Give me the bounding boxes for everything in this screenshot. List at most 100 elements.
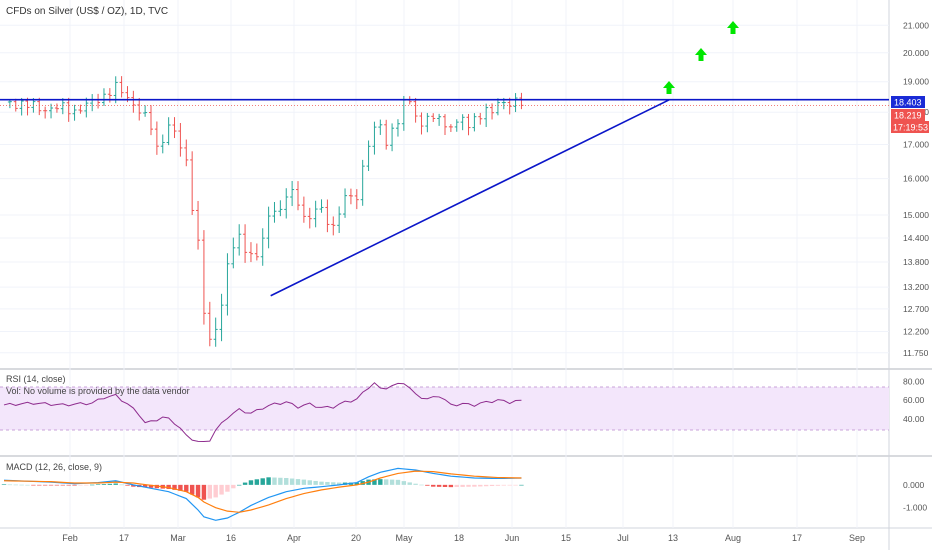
time-tick-label: Feb [62, 533, 78, 543]
macd-histogram-bar [37, 484, 42, 486]
candle [325, 199, 330, 233]
candle [160, 134, 165, 154]
candle [243, 224, 248, 263]
macd-histogram-bar [248, 480, 254, 485]
candle [25, 97, 30, 116]
macd-histogram-bar [95, 484, 101, 485]
macd-histogram-bar [231, 484, 236, 489]
candle [201, 230, 206, 325]
macd-histogram-bar [472, 484, 477, 487]
candle [384, 119, 389, 150]
time-tick-label: Jul [617, 533, 629, 543]
macd-histogram-bar [401, 481, 407, 485]
macd-histogram-bar [307, 480, 312, 485]
macd-histogram-bar [295, 479, 301, 485]
candle [354, 189, 359, 210]
macd-histogram-bar [442, 484, 448, 487]
candle [278, 200, 283, 217]
candle [101, 88, 106, 106]
time-tick-label: 15 [561, 533, 571, 543]
price-tick-label: 21.000 [903, 20, 929, 30]
candle [495, 98, 500, 116]
macd-histogram-bar [54, 484, 60, 486]
macd-pane-label: MACD (12, 26, close, 9) [6, 462, 103, 472]
macd-histogram-bar [207, 484, 212, 499]
macd-histogram-bar [66, 484, 71, 486]
macd-histogram-bar [507, 484, 512, 486]
price-tick-label: 12.700 [903, 304, 929, 314]
rsi-line [3, 382, 522, 443]
price-tick-label: 13.200 [903, 282, 929, 292]
macd-histogram-bar [501, 484, 506, 486]
candle [466, 113, 471, 136]
macd-histogram-bar [413, 483, 418, 485]
time-tick-label: 17 [119, 533, 129, 543]
candle [401, 95, 406, 131]
candle [119, 76, 124, 98]
candle [131, 90, 136, 113]
axes: 21.00020.00019.00018.00017.00016.00015.0… [62, 20, 929, 543]
candle [431, 113, 436, 123]
candle [143, 105, 148, 117]
resistance-price-label: 18.403 [894, 98, 922, 108]
price-tick-label: 16.000 [903, 174, 929, 184]
macd-histogram-bar [354, 482, 359, 485]
price-tick-label: 12.200 [903, 327, 929, 337]
macd-histogram-bar [266, 477, 271, 485]
candle [390, 123, 395, 152]
time-tick-label: 17 [792, 533, 802, 543]
macd-histogram-bar [478, 484, 483, 487]
macd-histogram-bar [331, 482, 336, 485]
time-tick-label: 16 [226, 533, 236, 543]
resistance-price-tag [891, 96, 925, 108]
candle [72, 104, 77, 121]
candle [207, 301, 212, 347]
candle [231, 237, 236, 269]
macd-histogram-bar [419, 484, 424, 486]
candle [37, 97, 42, 116]
macd-histogram-bar [431, 484, 436, 487]
macd-histogram-bar [25, 484, 30, 486]
support-trendline [270, 99, 670, 297]
candle [395, 119, 400, 137]
candle [319, 199, 324, 213]
candle [360, 159, 365, 206]
macd-line [3, 467, 522, 521]
candle [113, 76, 118, 104]
macd-histogram-bar [407, 482, 412, 485]
macd-histogram-bar [519, 484, 524, 486]
time-tick-label: Mar [170, 533, 186, 543]
time-tick-label: 18 [454, 533, 464, 543]
candle [331, 216, 336, 236]
candle [337, 206, 342, 234]
macd-histogram-bar [513, 484, 518, 486]
up-arrow-icon [727, 21, 739, 34]
candle [19, 97, 24, 116]
candle [272, 201, 277, 223]
candle [54, 103, 59, 113]
rsi-pane-label: RSI (14, close) [6, 374, 66, 384]
macd-histogram-bar [489, 484, 495, 486]
candle [437, 113, 442, 126]
countdown-label: 17:19:53 [893, 123, 928, 133]
macd-histogram-bar [107, 483, 113, 485]
candle [443, 114, 447, 136]
macd-histogram-bar [466, 484, 471, 487]
candle [284, 188, 289, 219]
macd-histogram-bar [78, 484, 83, 486]
macd-histogram-bar [119, 484, 124, 486]
candle [460, 114, 465, 131]
candle [301, 196, 306, 223]
macd-histogram-bar [436, 484, 442, 487]
price-tick-label: 19.000 [903, 77, 929, 87]
rsi-indicator [3, 382, 522, 443]
candle [60, 98, 65, 115]
candle [296, 181, 300, 211]
candle [196, 200, 201, 250]
rsi-tick-label: 40.00 [903, 414, 925, 424]
macd-histogram-bar [225, 484, 230, 492]
macd-histogram-bar [395, 479, 401, 485]
macd-histogram-bar [425, 484, 430, 486]
